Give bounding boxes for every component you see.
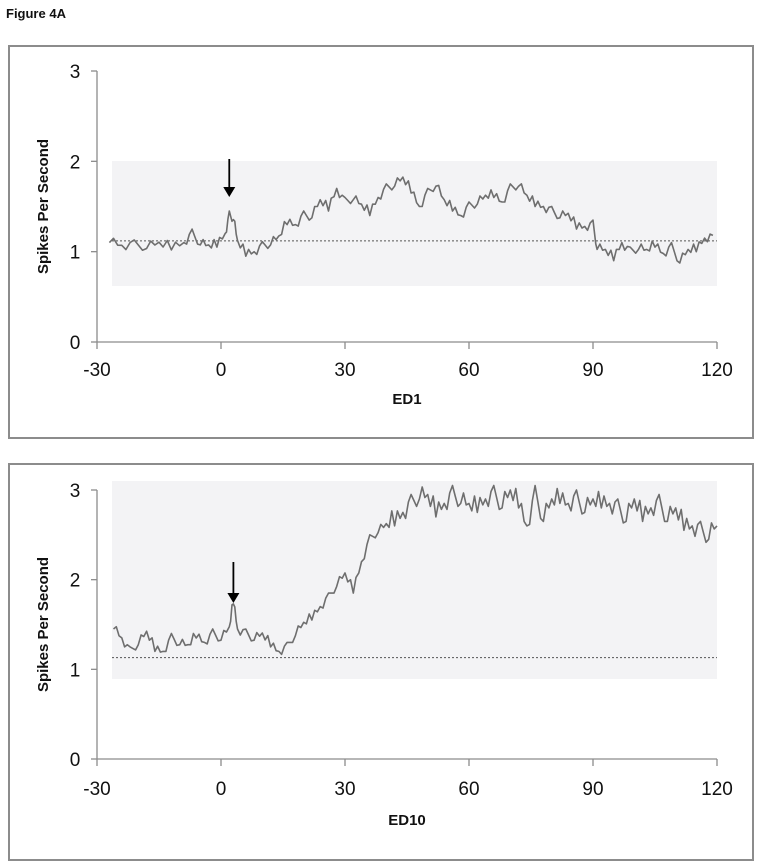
x-tick-label: 60 <box>458 360 479 381</box>
y-tick-label: 1 <box>70 243 81 264</box>
y-tick-label: 2 <box>70 152 81 173</box>
y-axis-label: Spikes Per Second <box>35 139 52 274</box>
x-tick-label: 0 <box>216 360 227 381</box>
x-tick-label: -30 <box>83 360 110 381</box>
x-tick-label: 30 <box>334 779 355 800</box>
y-tick-label: 1 <box>70 660 81 681</box>
y-axis-label: Spikes Per Second <box>35 557 52 692</box>
chart-panel-ed10: 0 1 2 3 -30 0 30 60 90 120 ED10 Spikes Per Second <box>8 463 754 861</box>
spike-rate-trace <box>112 484 718 656</box>
figure-title: Figure 4A <box>6 6 66 21</box>
x-tick-label: -30 <box>83 779 110 800</box>
scanned-trace-background <box>112 481 717 679</box>
y-tick-label: 3 <box>70 481 81 502</box>
x-axis-label: ED1 <box>392 391 421 408</box>
scanned-trace-background <box>112 161 717 286</box>
y-tick-label: 2 <box>70 571 81 592</box>
x-tick-label: 30 <box>334 360 355 381</box>
chart-panel-ed1: 0 1 2 3 -30 0 30 60 90 120 ED1 Spikes Per Second <box>8 45 754 439</box>
spike-rate-trace <box>108 176 714 264</box>
x-tick-label: 120 <box>701 779 733 800</box>
x-tick-label: 0 <box>216 779 227 800</box>
x-tick-label: 90 <box>582 779 603 800</box>
y-tick-label: 0 <box>70 333 81 354</box>
x-axis-label: ED10 <box>388 812 426 829</box>
x-tick-label: 120 <box>701 360 733 381</box>
arrow-head-icon <box>227 593 240 603</box>
y-tick-label: 3 <box>70 62 81 83</box>
y-tick-label: 0 <box>70 750 81 771</box>
arrow-head-icon <box>223 187 236 197</box>
x-tick-label: 60 <box>458 779 479 800</box>
x-tick-label: 90 <box>582 360 603 381</box>
